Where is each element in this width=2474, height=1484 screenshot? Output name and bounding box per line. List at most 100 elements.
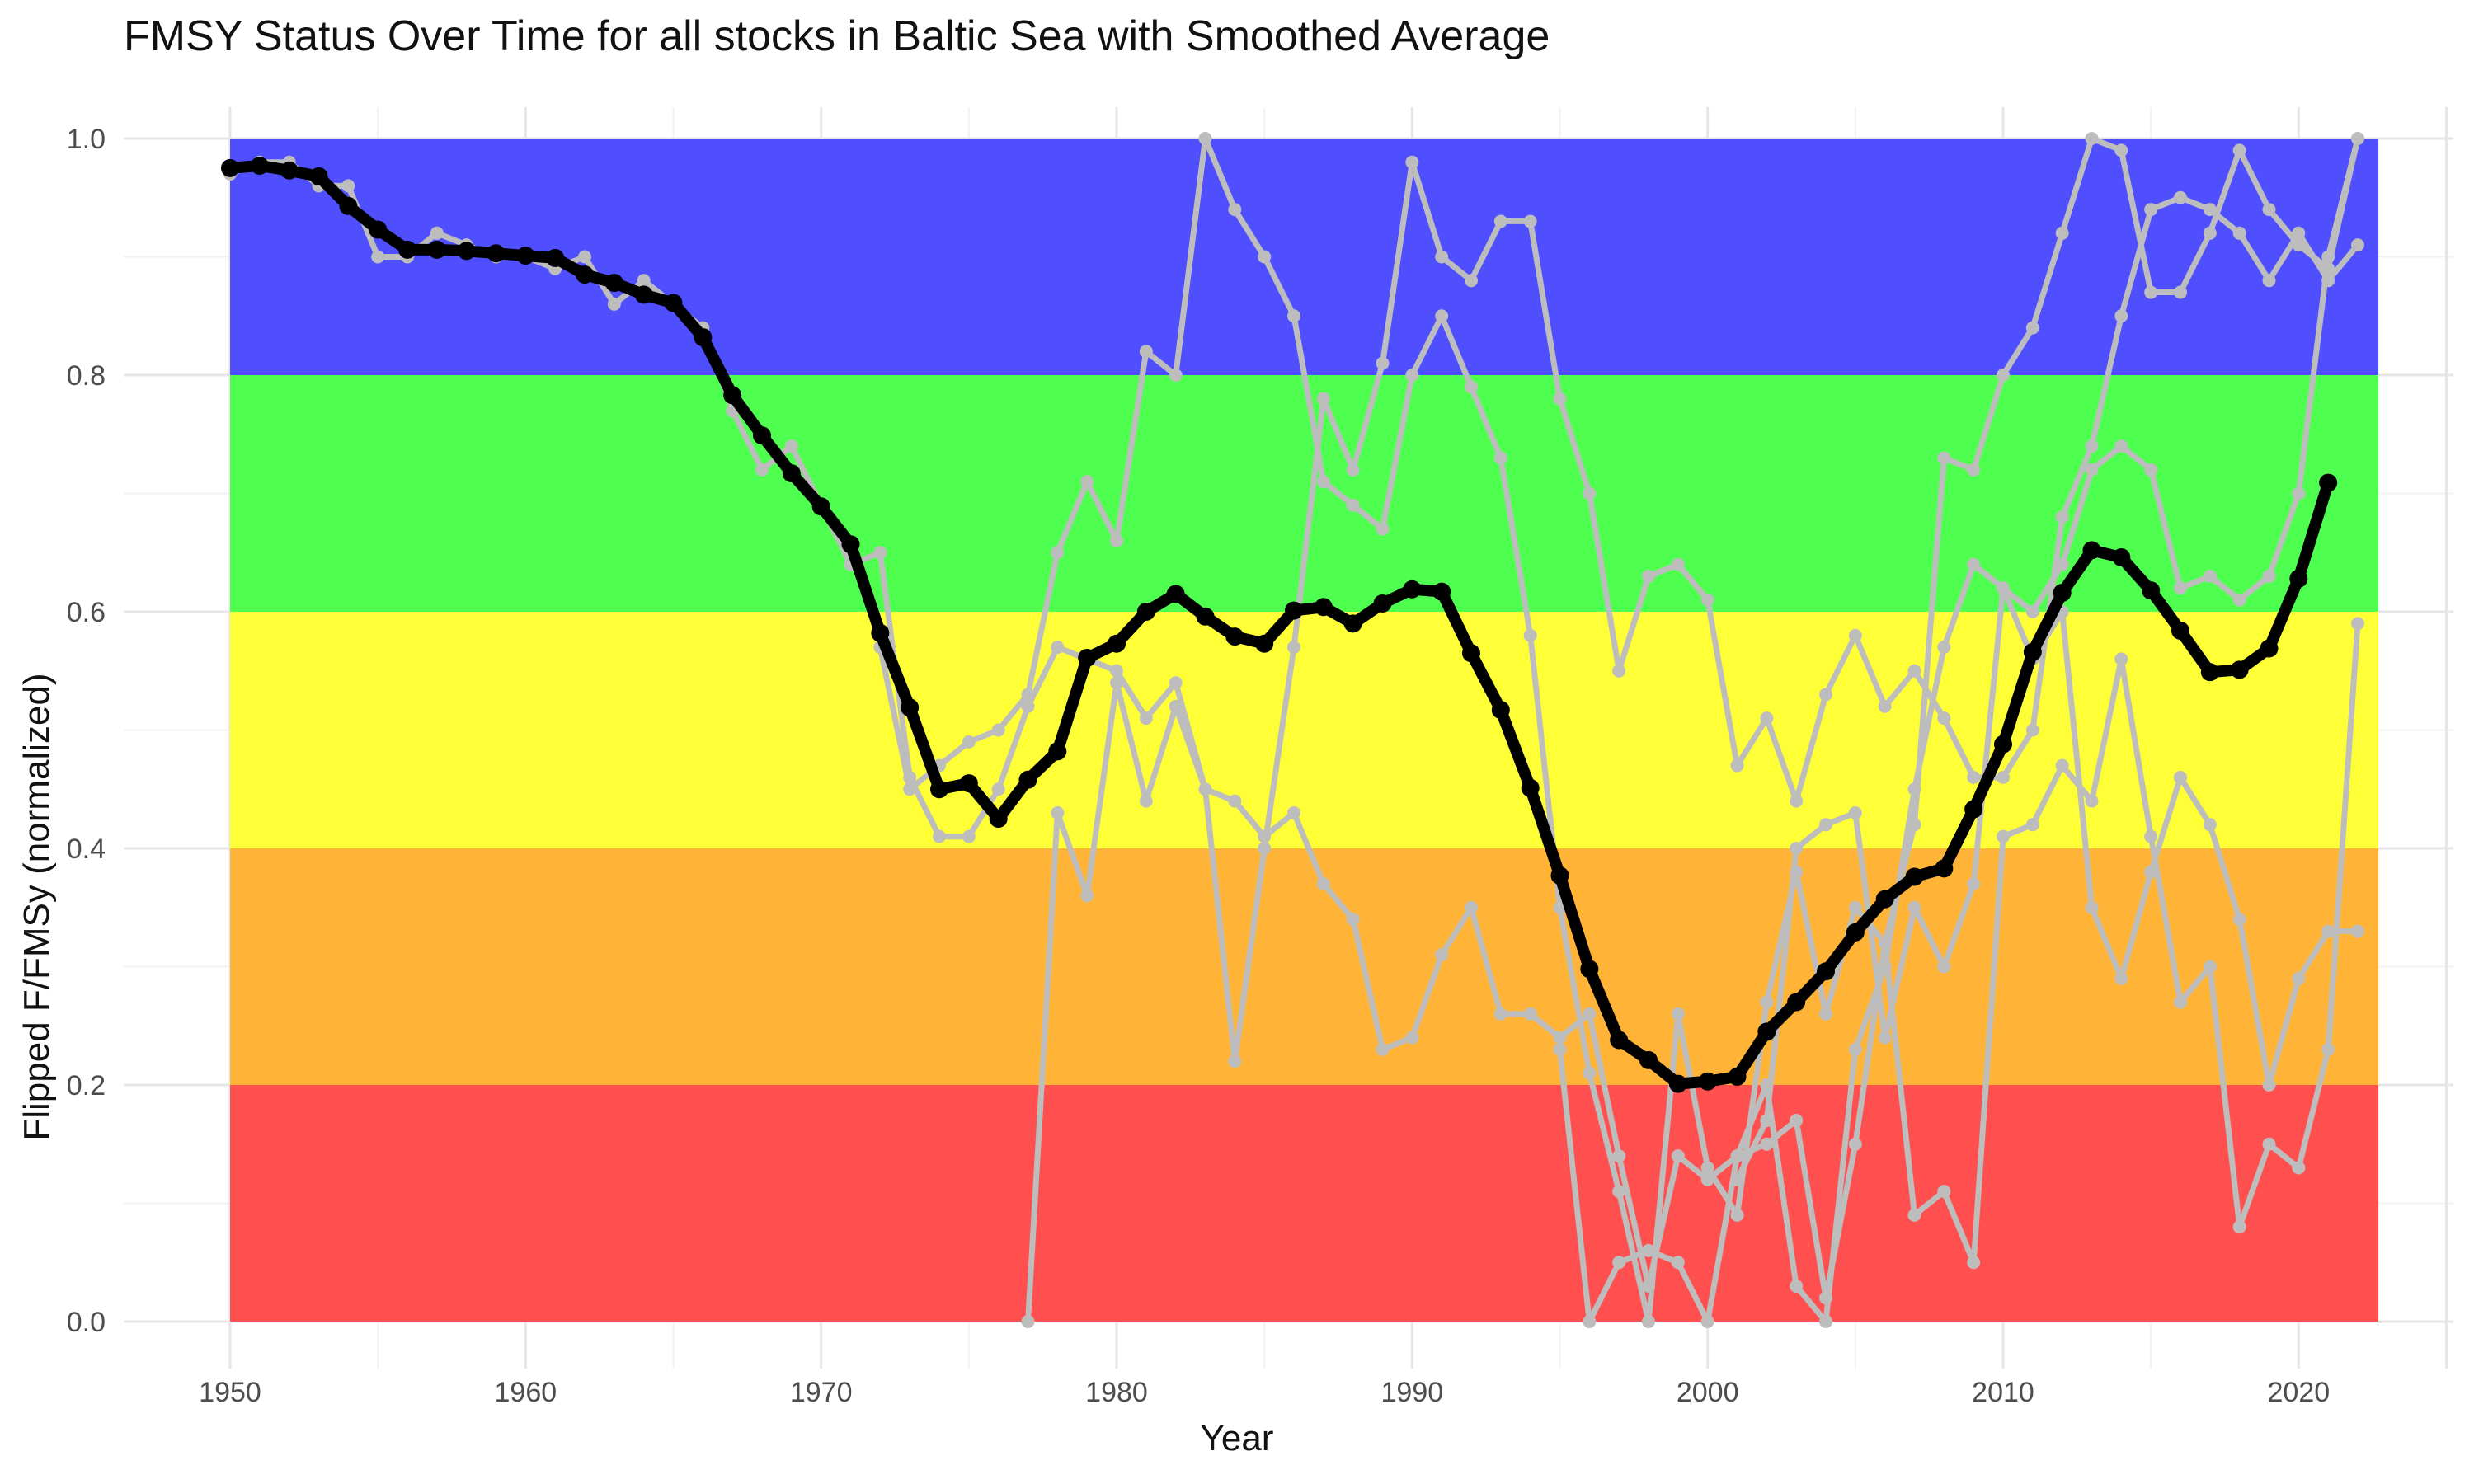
stock-point bbox=[2055, 226, 2069, 240]
status-band bbox=[230, 848, 2379, 1085]
smoothed-average-point bbox=[2171, 621, 2189, 640]
stock-point bbox=[1612, 1185, 1626, 1199]
y-tick-label: 0.8 bbox=[67, 360, 106, 392]
stock-point bbox=[2292, 226, 2306, 240]
stock-point bbox=[1790, 1279, 1804, 1293]
stock-point bbox=[755, 463, 769, 477]
stock-point bbox=[1907, 900, 1921, 914]
x-tick-label: 1970 bbox=[790, 1377, 853, 1408]
stock-point bbox=[2232, 143, 2246, 157]
smoothed-average-point bbox=[1373, 594, 1392, 613]
stock-point bbox=[2144, 463, 2158, 477]
stock-point bbox=[1169, 369, 1183, 382]
stock-point bbox=[1848, 628, 1862, 642]
smoothed-average-point bbox=[2200, 663, 2219, 682]
x-tick-label: 2010 bbox=[1972, 1377, 2034, 1408]
stock-point bbox=[2174, 770, 2187, 784]
stock-point bbox=[1819, 1007, 1832, 1021]
stock-point bbox=[1316, 475, 1330, 489]
stock-point bbox=[1376, 1042, 1390, 1056]
smoothed-average-point bbox=[1875, 890, 1894, 909]
stock-point bbox=[2262, 1078, 2276, 1092]
smoothed-average-point bbox=[1018, 770, 1037, 789]
stock-point bbox=[1790, 842, 1804, 855]
stock-point bbox=[1287, 805, 1300, 819]
stock-point bbox=[1819, 688, 1832, 702]
stock-point bbox=[784, 439, 798, 453]
stock-point bbox=[1967, 1256, 1981, 1270]
stock-point bbox=[1612, 1256, 1626, 1270]
stock-point bbox=[1258, 842, 1272, 855]
stock-series-line bbox=[1557, 135, 2361, 1325]
stock-point bbox=[1553, 392, 1567, 406]
stock-point bbox=[1493, 451, 1507, 465]
stock-point bbox=[1907, 664, 1921, 678]
stock-point bbox=[1967, 557, 1981, 571]
x-tick-label: 1950 bbox=[199, 1377, 261, 1408]
stock-point bbox=[2262, 203, 2276, 217]
stock-point bbox=[1139, 794, 1153, 808]
stock-point bbox=[1376, 356, 1390, 370]
stock-point bbox=[2351, 132, 2364, 145]
stock-point bbox=[933, 829, 946, 843]
stock-point bbox=[1730, 1149, 1744, 1163]
stock-point bbox=[1051, 546, 1065, 560]
smoothed-average-point bbox=[1255, 634, 1274, 653]
smoothed-average-point bbox=[1964, 800, 1983, 819]
stock-point bbox=[1110, 664, 1123, 678]
stock-point bbox=[2321, 274, 2335, 288]
smoothed-average-point bbox=[1728, 1067, 1747, 1086]
stock-point bbox=[2174, 995, 2187, 1009]
smoothed-average-point bbox=[516, 247, 535, 265]
stock-point bbox=[873, 546, 887, 560]
smoothed-average-point bbox=[1521, 778, 1540, 797]
smoothed-average-point bbox=[1905, 867, 1924, 886]
smoothed-average-point bbox=[2230, 660, 2249, 679]
stock-point bbox=[1671, 1149, 1685, 1163]
stock-point bbox=[1080, 475, 1094, 489]
stock-point bbox=[1819, 818, 1832, 832]
smoothed-average-point bbox=[1314, 598, 1333, 617]
stock-point bbox=[2321, 250, 2335, 264]
stock-point bbox=[1700, 1315, 1714, 1328]
smoothed-average-point bbox=[427, 240, 446, 259]
stock-point bbox=[2055, 510, 2069, 524]
stock-point bbox=[1228, 203, 1242, 217]
stock-point bbox=[1110, 533, 1123, 547]
stock-point bbox=[2085, 439, 2099, 453]
stock-point bbox=[1405, 155, 1419, 169]
stock-point bbox=[1316, 877, 1330, 891]
stock-point bbox=[1258, 250, 1272, 264]
stock-point bbox=[1937, 960, 1951, 974]
stock-point bbox=[2055, 557, 2069, 571]
stock-point bbox=[2055, 758, 2069, 773]
stock-point bbox=[1730, 1208, 1744, 1222]
stock-point bbox=[1021, 1315, 1035, 1328]
stock-point bbox=[1790, 794, 1804, 808]
stock-point bbox=[962, 829, 976, 843]
stock-point bbox=[2262, 1137, 2276, 1151]
smoothed-average-point bbox=[1610, 1031, 1629, 1050]
smoothed-average-point bbox=[1343, 614, 1362, 633]
stock-point bbox=[991, 782, 1005, 796]
stock-point bbox=[2203, 818, 2217, 832]
stock-point bbox=[2203, 960, 2217, 974]
x-axis-label: Year bbox=[1200, 1418, 1274, 1458]
stock-point bbox=[1583, 1315, 1597, 1328]
smoothed-average-point bbox=[753, 426, 771, 445]
x-tick-label: 1990 bbox=[1381, 1377, 1444, 1408]
smoothed-average-point bbox=[398, 240, 416, 259]
stock-point bbox=[1642, 1243, 1655, 1257]
stock-point bbox=[2025, 321, 2039, 335]
stock-point bbox=[1730, 758, 1744, 773]
stock-point bbox=[1760, 711, 1774, 726]
stock-point bbox=[1642, 569, 1655, 583]
stock-point bbox=[962, 735, 976, 749]
stock-point bbox=[2203, 203, 2217, 217]
stock-point bbox=[1169, 676, 1183, 690]
stock-point bbox=[1700, 1161, 1714, 1175]
stock-point bbox=[607, 297, 621, 311]
smoothed-average-point bbox=[2082, 541, 2101, 560]
stock-point bbox=[2025, 818, 2039, 832]
